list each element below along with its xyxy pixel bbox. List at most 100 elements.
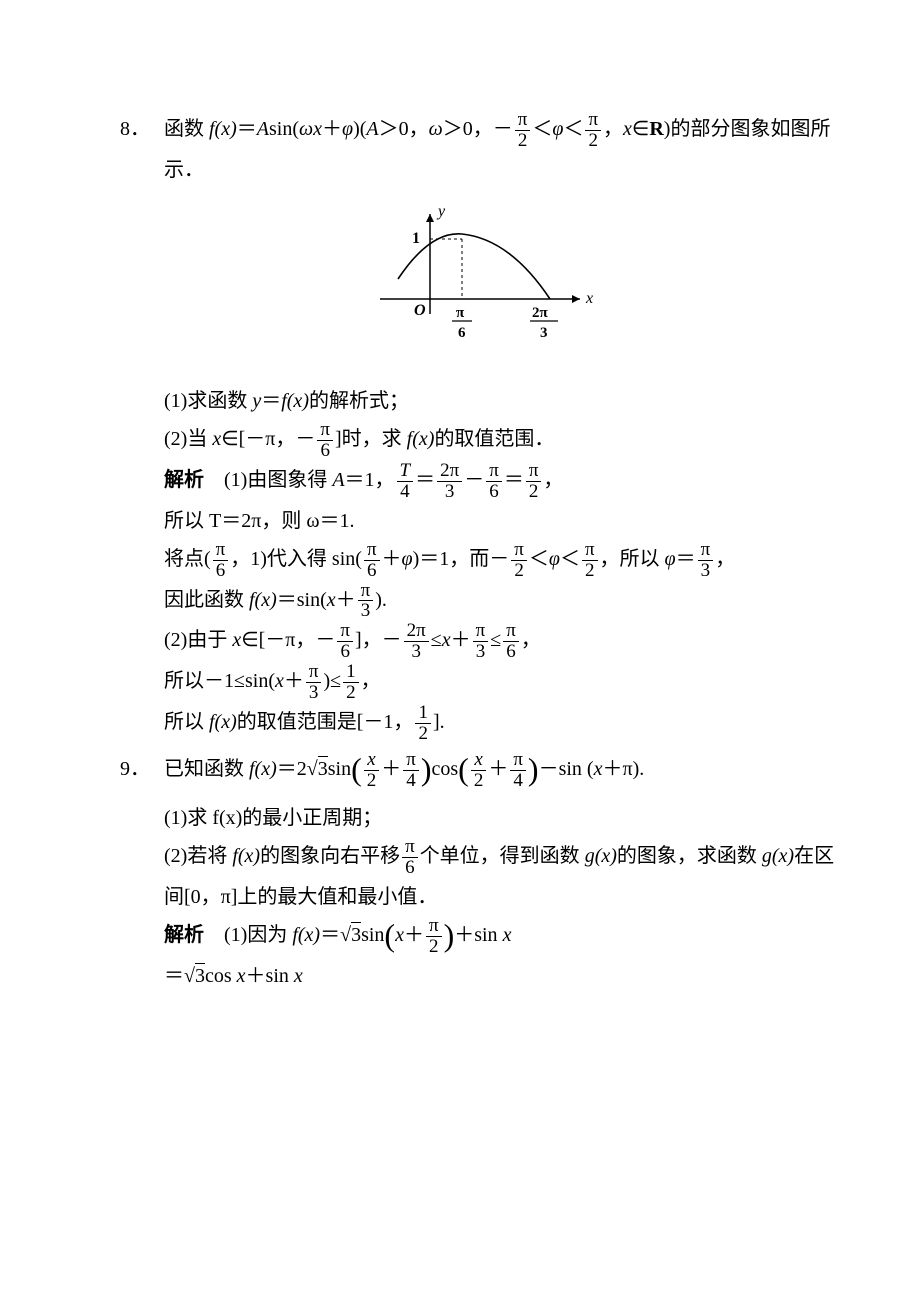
den: 6 xyxy=(213,561,229,581)
sqrt3b: 3 xyxy=(340,916,361,954)
den: 4 xyxy=(510,771,526,791)
rad: 3 xyxy=(351,922,361,946)
x: x xyxy=(623,118,632,140)
text: ＜ xyxy=(529,548,549,570)
problem-9-number: 9． xyxy=(120,750,164,791)
text: ＋ xyxy=(322,118,342,140)
num: π xyxy=(306,662,322,683)
den: 2 xyxy=(585,131,601,151)
A: A xyxy=(332,469,344,491)
text: ， xyxy=(603,118,623,140)
text: )＝1，而－ xyxy=(413,548,510,570)
num: π xyxy=(585,110,601,131)
num: π xyxy=(364,540,380,561)
text: ＝ xyxy=(415,469,435,491)
frac-pi-2b: π2 xyxy=(585,110,601,151)
x: x xyxy=(313,118,322,140)
frac-pi-2d: π2 xyxy=(511,540,527,581)
p8-graph: y x O 1 π 6 2π 3 xyxy=(120,199,840,362)
sqrt3c: 3 xyxy=(184,957,205,995)
page: 8． 函数 f(x)＝Asin(ωx＋φ)(A＞0，ω＞0，－π2＜φ＜π2，x… xyxy=(0,0,920,1302)
label-x: x xyxy=(585,290,593,307)
den: 6 xyxy=(503,642,519,662)
tick1-num: π xyxy=(456,305,465,321)
frac-pi-4b: π4 xyxy=(510,750,526,791)
text: ＜ xyxy=(560,548,580,570)
x: x xyxy=(503,924,512,946)
rparen3: ) xyxy=(444,917,455,953)
text: ∈[－π，－ xyxy=(241,629,335,651)
num: π xyxy=(510,750,526,771)
label-y: y xyxy=(436,203,446,220)
text: ＞0， xyxy=(379,118,429,140)
p8-sol5: (2)由于 x∈[－π，－π6]，－2π3≤x＋π3≤π6， xyxy=(120,621,840,662)
p9-sol2: ＝3cos x＋sin x xyxy=(120,957,840,995)
sine-graph: y x O 1 π 6 2π 3 xyxy=(360,199,600,349)
p8-sol3: 将点(π6，1)代入得 sin(π6＋φ)＝1，而－π2＜φ＜π2，所以 φ＝π… xyxy=(120,540,840,581)
text: ]，－ xyxy=(355,629,402,651)
text: ＝ xyxy=(261,390,281,412)
sqrt3: 3 xyxy=(307,750,328,788)
text: ＋ xyxy=(336,589,356,611)
fx: f(x) xyxy=(292,924,320,946)
phi: φ xyxy=(665,548,676,570)
text: ＝ xyxy=(504,469,524,491)
text: ]. xyxy=(433,711,445,733)
text: ＝sin( xyxy=(277,589,327,611)
problem-9: 9． 已知函数 f(x)＝23sin(x2＋π4)cos(x2＋π4)－sin … xyxy=(120,750,840,791)
den: 2 xyxy=(582,561,598,581)
problem-9-body: 已知函数 f(x)＝23sin(x2＋π4)cos(x2＋π4)－sin (x＋… xyxy=(164,750,840,791)
p8-q1: (1)求函数 y＝f(x)的解析式； xyxy=(120,382,840,420)
den: 6 xyxy=(337,642,353,662)
problem-8: 8． 函数 f(x)＝Asin(ωx＋φ)(A＞0，ω＞0，－π2＜φ＜π2，x… xyxy=(120,110,840,189)
frac-pi-4: π4 xyxy=(403,750,419,791)
text: ]时，求 xyxy=(335,428,407,450)
y: y xyxy=(252,390,261,412)
fx: f(x) xyxy=(249,589,277,611)
text: ＞0，－ xyxy=(443,118,513,140)
problem-8-body: 函数 f(x)＝Asin(ωx＋φ)(A＞0，ω＞0，－π2＜φ＜π2，x∈R)… xyxy=(164,110,840,189)
frac-T-4: T4 xyxy=(397,461,414,502)
sine-curve xyxy=(398,234,550,299)
p9-q1: (1)求 f(x)的最小正周期； xyxy=(120,799,840,837)
frac-pi-2: π2 xyxy=(515,110,531,151)
frac-pi-6f: π6 xyxy=(503,621,519,662)
text: 个单位，得到函数 xyxy=(420,845,585,867)
frac-x-2: x2 xyxy=(364,750,380,791)
text: 的图象，求函数 xyxy=(617,845,762,867)
frac-2pi-3b: 2π3 xyxy=(404,621,429,662)
text: ＜ xyxy=(532,118,552,140)
frac-pi-3: π3 xyxy=(698,540,714,581)
den: 3 xyxy=(698,561,714,581)
text: ＋π). xyxy=(602,758,644,780)
text: ≤ xyxy=(490,629,501,651)
text: ＝ xyxy=(277,758,297,780)
x: x xyxy=(237,965,246,987)
rad: 3 xyxy=(318,756,328,780)
num: π xyxy=(426,916,442,937)
frac-pi-6: π6 xyxy=(317,420,333,461)
p9-sol1: 解析 (1)因为 f(x)＝3sin(x＋π2)＋sin x xyxy=(120,916,840,957)
text: ＋sin xyxy=(246,965,294,987)
text: 已知函数 xyxy=(164,758,249,780)
x-axis-arrow xyxy=(572,295,580,303)
text: ＝ xyxy=(237,118,257,140)
phi: φ xyxy=(402,548,413,570)
text: 的图象向右平移 xyxy=(260,845,400,867)
num: π xyxy=(473,621,489,642)
num: π xyxy=(486,461,502,482)
y-axis-arrow xyxy=(426,214,434,222)
den: 2 xyxy=(426,937,442,957)
text: － xyxy=(464,469,484,491)
text: (1)因为 xyxy=(224,924,292,946)
text: 在区 xyxy=(794,845,834,867)
text: ＝ xyxy=(320,924,340,946)
text: ). xyxy=(375,589,387,611)
sin: sin xyxy=(361,924,384,946)
text: cos xyxy=(205,965,237,987)
num: x xyxy=(364,750,380,771)
den: 2 xyxy=(471,771,487,791)
text: 所以－1≤sin( xyxy=(164,670,275,692)
num: π xyxy=(317,420,333,441)
sol-label: 解析 xyxy=(164,924,204,946)
